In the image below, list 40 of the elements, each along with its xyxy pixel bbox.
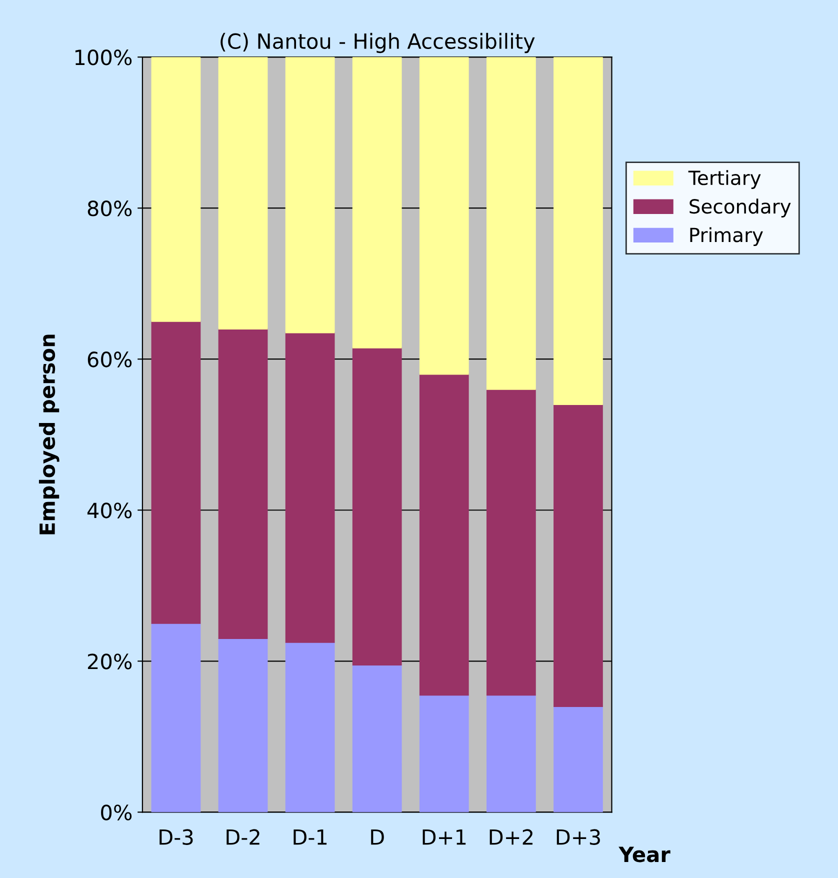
y-tick-label: 100% [75,50,132,66]
bar [419,57,469,375]
x-tick-label: D+2 [490,829,532,845]
legend-label: Tertiary [688,170,761,189]
bar [218,638,268,812]
y-tick-label: 60% [88,352,132,368]
legend-label: Primary [690,227,763,246]
bar [419,374,469,696]
bar [151,622,201,812]
bar [486,694,536,812]
bar [352,347,402,666]
x-tick-label: D-1 [294,829,327,845]
chart-title: (C) Nantou - High Accessibility [220,32,535,54]
bar [486,57,536,390]
x-tick-label: D+3 [556,829,600,845]
bar [352,57,402,348]
bar [554,706,603,812]
x-tick-label: D+1 [422,829,466,845]
bar [419,694,469,812]
y-tick-label: 0% [101,804,132,820]
x-tick-label: D [371,829,384,845]
bar [151,57,201,322]
bar [151,320,201,624]
y-tick-label: 80% [88,200,132,216]
bar [352,664,402,812]
bar [486,388,536,696]
bar [554,404,603,707]
legend-label: Secondary [690,198,791,218]
bar [285,57,335,334]
bar [218,57,268,330]
x-axis-title: Year [618,846,670,862]
bar [285,332,335,643]
bar [218,328,268,640]
y-axis-title: Employed person [38,334,60,534]
x-tick-label: D-3 [160,829,193,845]
y-tick-label: 40% [87,502,132,518]
bar [285,642,335,812]
bar [554,57,603,405]
y-tick-label: 20% [88,654,132,670]
x-tick-label: D-2 [226,829,260,845]
